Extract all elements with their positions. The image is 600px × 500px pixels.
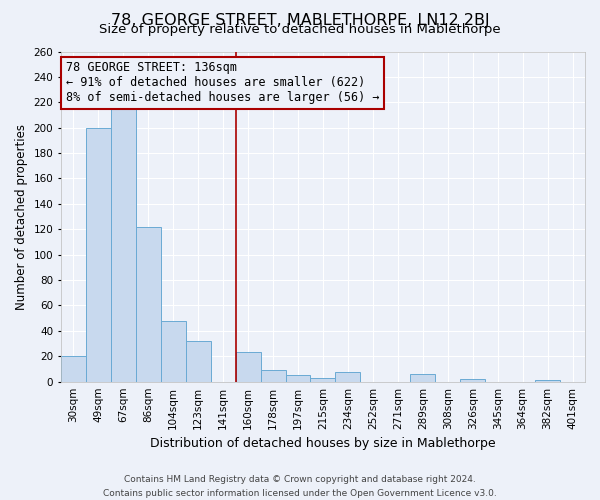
Bar	[335, 372, 361, 382]
Bar	[161, 320, 186, 382]
Bar	[286, 376, 310, 382]
Text: 78 GEORGE STREET: 136sqm
← 91% of detached houses are smaller (622)
8% of semi-d: 78 GEORGE STREET: 136sqm ← 91% of detach…	[66, 62, 380, 104]
Text: Contains HM Land Registry data © Crown copyright and database right 2024.
Contai: Contains HM Land Registry data © Crown c…	[103, 476, 497, 498]
Text: 78, GEORGE STREET, MABLETHORPE, LN12 2BJ: 78, GEORGE STREET, MABLETHORPE, LN12 2BJ	[110, 12, 490, 28]
Bar	[535, 380, 560, 382]
Text: Size of property relative to detached houses in Mablethorpe: Size of property relative to detached ho…	[99, 22, 501, 36]
Bar	[186, 341, 211, 382]
Bar	[61, 356, 86, 382]
Bar	[460, 379, 485, 382]
Bar	[410, 374, 435, 382]
Bar	[260, 370, 286, 382]
X-axis label: Distribution of detached houses by size in Mablethorpe: Distribution of detached houses by size …	[150, 437, 496, 450]
Y-axis label: Number of detached properties: Number of detached properties	[15, 124, 28, 310]
Bar	[86, 128, 111, 382]
Bar	[310, 378, 335, 382]
Bar	[136, 226, 161, 382]
Bar	[111, 108, 136, 382]
Bar	[236, 352, 260, 382]
